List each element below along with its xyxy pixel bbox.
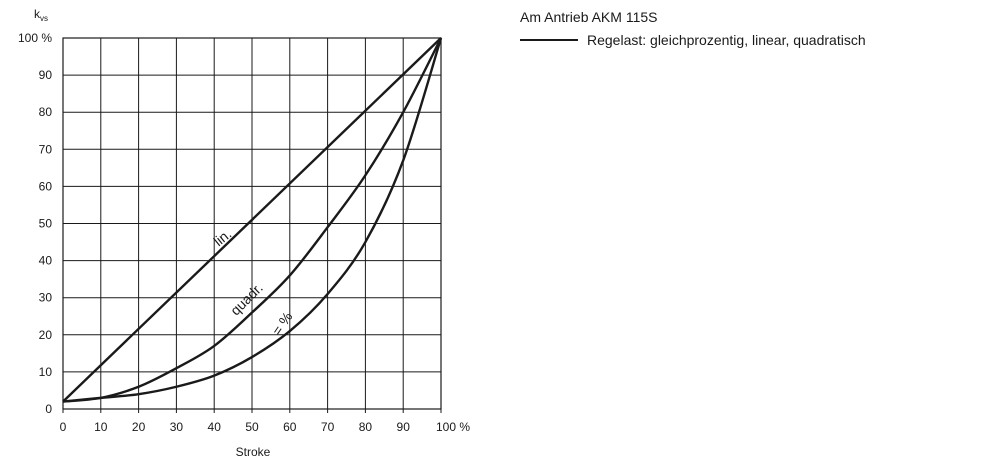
y-axis-title: kvs bbox=[34, 7, 48, 23]
legend-entry: Regelast: gleichprozentig, linear, quadr… bbox=[520, 33, 866, 47]
y-tick-label: 40 bbox=[39, 254, 53, 268]
quadratic-curve-label: quadr. bbox=[227, 280, 266, 319]
x-tick-label: 50 bbox=[245, 420, 259, 434]
equal-percentage-curve-label: = % bbox=[269, 309, 296, 338]
x-tick-label: 20 bbox=[132, 420, 146, 434]
x-tick-label: 100 % bbox=[436, 420, 470, 434]
x-tick-label: 30 bbox=[170, 420, 184, 434]
y-tick-label: 20 bbox=[39, 328, 53, 342]
x-tick-label: 70 bbox=[321, 420, 335, 434]
y-tick-label: 60 bbox=[39, 179, 53, 193]
legend-line-swatch bbox=[520, 39, 578, 41]
y-tick-label: 100 % bbox=[18, 31, 52, 45]
x-tick-label: 10 bbox=[94, 420, 108, 434]
equal-percentage-curve bbox=[62, 37, 443, 403]
y-tick-labels: 0 10 20 30 40 50 60 70 80 90 100 % bbox=[18, 31, 52, 416]
linear-curve bbox=[62, 37, 442, 403]
x-tick-labels: 0 10 20 30 40 50 60 70 80 90 100 % bbox=[60, 420, 471, 434]
curves bbox=[62, 37, 443, 403]
legend-entry-label: Regelast: gleichprozentig, linear, quadr… bbox=[587, 32, 866, 48]
legend-heading: Am Antrieb AKM 115S bbox=[520, 9, 658, 25]
x-axis-title: Stroke bbox=[236, 445, 271, 459]
y-tick-label: 90 bbox=[39, 68, 53, 82]
x-tick-label: 0 bbox=[60, 420, 67, 434]
x-tick-label: 60 bbox=[283, 420, 297, 434]
quadratic-curve bbox=[62, 37, 443, 403]
y-tick-label: 70 bbox=[39, 142, 53, 156]
x-tick-label: 90 bbox=[397, 420, 411, 434]
y-tick-label: 0 bbox=[45, 402, 52, 416]
y-tick-label: 10 bbox=[39, 365, 53, 379]
x-tick-label: 80 bbox=[359, 420, 373, 434]
y-tick-label: 30 bbox=[39, 291, 53, 305]
y-tick-label: 50 bbox=[39, 217, 53, 231]
kvs-stroke-chart: 0 10 20 30 40 50 60 70 80 90 100 % 0 10 20 30 40 50 60 70… bbox=[18, 7, 471, 459]
legend: Am Antrieb AKM 115S Regelast: gleichproz… bbox=[520, 10, 866, 47]
grid bbox=[62, 37, 442, 413]
x-tick-label: 40 bbox=[208, 420, 222, 434]
y-tick-label: 80 bbox=[39, 105, 53, 119]
